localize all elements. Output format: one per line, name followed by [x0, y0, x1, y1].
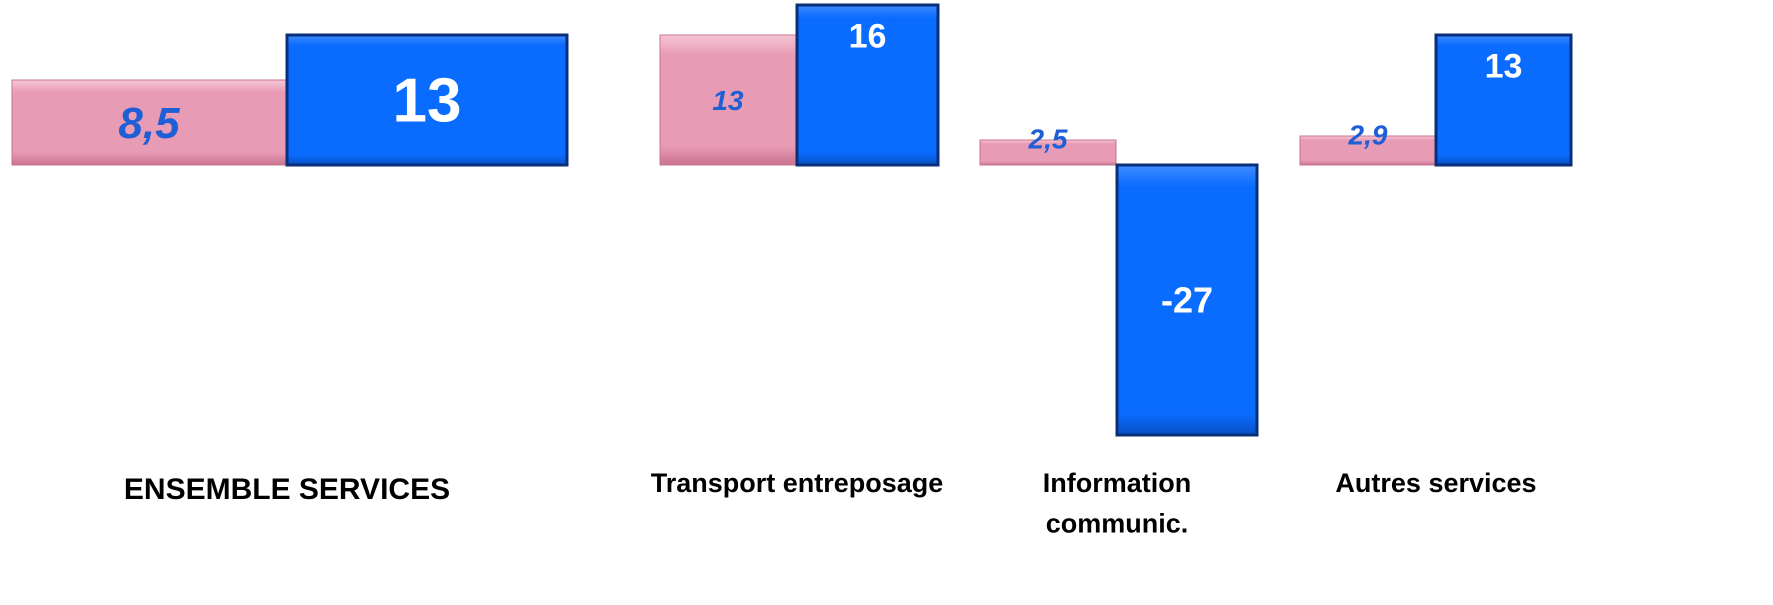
bar-label-a-3: 2,9 [1348, 119, 1388, 150]
bars-layer [11, 3, 1573, 437]
bar-label-a-1: 13 [712, 85, 744, 116]
bar-value-labels: 8,5 13 13 16 2,5 -27 2,9 13 [118, 18, 1522, 321]
bar-label-b-3: 13 [1485, 48, 1523, 86]
bar-b-2 [1115, 163, 1259, 437]
category-label-line: ENSEMBLE SERVICES [124, 473, 450, 506]
bar-label-a-2: 2,5 [1028, 123, 1068, 154]
bar-a-2 [979, 139, 1117, 166]
bar-b-1 [795, 3, 940, 167]
bar-a-0 [11, 79, 287, 166]
bar-label-a-0: 8,5 [118, 99, 180, 148]
category-label-0: ENSEMBLE SERVICES [124, 473, 450, 506]
category-label-3: Autres services [1335, 468, 1536, 498]
bar-b-0 [285, 33, 569, 167]
category-label-1: Transport entreposage [651, 468, 944, 498]
category-label-line: Information [1043, 468, 1192, 498]
category-label-2: Information communic. [1043, 468, 1192, 539]
category-label-line: Transport entreposage [651, 468, 944, 498]
bar-label-b-2: -27 [1161, 280, 1213, 321]
bar-b-3 [1434, 33, 1573, 167]
bar-label-b-1: 16 [849, 18, 887, 56]
bar-label-b-0: 13 [393, 67, 462, 136]
category-label-line: communic. [1046, 509, 1189, 539]
bar-a-1 [659, 34, 797, 166]
category-labels: ENSEMBLE SERVICES Transport entreposage In… [124, 468, 1537, 539]
category-label-line: Autres services [1335, 468, 1536, 498]
bar-a-3 [1299, 135, 1437, 166]
